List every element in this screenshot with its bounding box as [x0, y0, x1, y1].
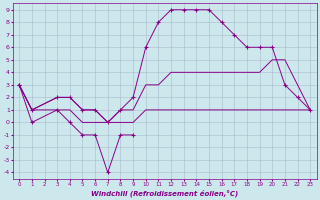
X-axis label: Windchill (Refroidissement éolien,°C): Windchill (Refroidissement éolien,°C)	[91, 189, 238, 197]
